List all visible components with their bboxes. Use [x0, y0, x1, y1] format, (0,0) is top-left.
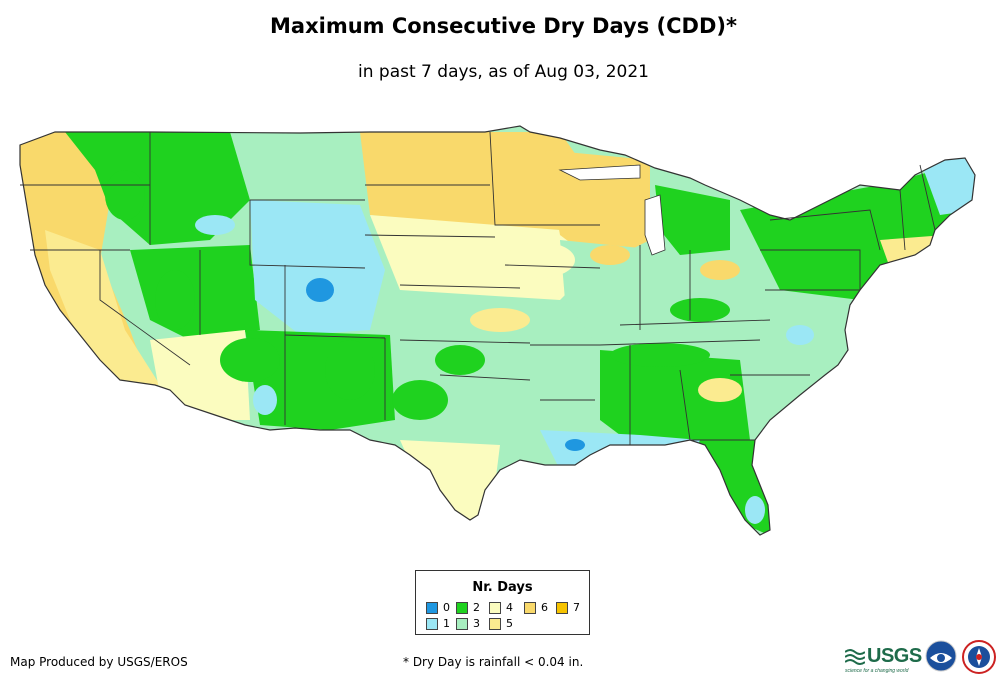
legend-swatch — [524, 601, 536, 614]
legend-item-6: 6 — [524, 601, 548, 614]
region-great-lakes-michigan — [655, 185, 730, 255]
patch-kentucky-2day — [670, 298, 730, 322]
footnote-text: * Dry Day is rainfall < 0.04 in. — [403, 655, 584, 669]
map-subtitle: in past 7 days, as of Aug 03, 2021 — [358, 62, 649, 82]
border-ky-tn — [619, 319, 771, 326]
region-northeast — [740, 160, 975, 300]
region-florida — [700, 440, 780, 535]
lake-superior — [558, 164, 641, 181]
credit-text: Map Produced by USGS/EROS — [10, 655, 188, 669]
border-wy-co — [249, 200, 366, 269]
border-pa — [760, 249, 861, 291]
precip-patches — [105, 170, 814, 524]
region-southeast — [600, 350, 750, 450]
patch-ohio-6day — [700, 260, 740, 280]
lake-michigan — [644, 194, 666, 256]
border-vt-nh — [899, 189, 906, 251]
legend-label: 0 — [443, 601, 450, 614]
legend-item-1: 1 — [426, 617, 450, 630]
legend-item-4: 4 — [489, 601, 513, 614]
nws-logo-icon — [962, 640, 996, 674]
region-mid-atlantic — [760, 290, 850, 350]
patch-newmexico-2day — [325, 340, 375, 400]
patch-idaho-1day — [195, 215, 235, 235]
legend-swatch — [456, 617, 468, 630]
patch-virginia-1day — [786, 325, 814, 345]
patch-florida-1day — [745, 496, 765, 524]
legend-swatch — [489, 617, 501, 630]
legend-label: 2 — [473, 601, 480, 614]
region-colorado-rockies — [250, 200, 385, 335]
legend-swatch — [556, 601, 568, 614]
border-ny — [769, 209, 881, 251]
patch-iowa-4day — [505, 242, 575, 278]
patch-georgia-5day — [698, 378, 742, 402]
border-sd-ne — [364, 234, 496, 238]
region-south-texas — [400, 440, 500, 525]
patch-arizona-1day — [253, 385, 277, 415]
legend-label: 6 — [541, 601, 548, 614]
state-borders — [20, 131, 936, 445]
noaa-logo-icon — [925, 640, 957, 672]
legend-swatch — [456, 601, 468, 614]
legend-label: 4 — [506, 601, 513, 614]
border-nv-ca — [99, 250, 191, 366]
legend-item-0: 0 — [426, 601, 450, 614]
patch-tennessee-2day — [610, 343, 710, 367]
great-lakes — [558, 164, 666, 256]
legend-swatch — [489, 601, 501, 614]
map-legend: Nr. Days 0 1 2 3 4 5 6 7 — [415, 570, 590, 635]
map-title: Maximum Consecutive Dry Days (CDD)* — [270, 14, 737, 38]
patch-louisiana-0day — [565, 439, 585, 451]
border-tn — [599, 339, 761, 346]
usgs-tagline: science for a changing world — [845, 668, 909, 674]
patch-illinois-6day — [590, 245, 630, 265]
border-co-nm — [284, 334, 386, 339]
border-mn-wi — [489, 131, 600, 226]
cdd-fill-layer — [20, 130, 975, 535]
region-california-central — [45, 230, 160, 385]
border-ne-ks — [399, 284, 521, 289]
legend-label: 1 — [443, 617, 450, 630]
region-maine — [920, 155, 975, 215]
border-ks-ok — [399, 339, 531, 344]
legend-swatch — [426, 617, 438, 630]
border-al-ga — [679, 369, 691, 441]
usgs-logo: USGS — [845, 643, 922, 669]
border-me — [919, 164, 936, 231]
region-southern-new-england — [880, 235, 945, 268]
legend-label: 3 — [473, 617, 480, 630]
legend-item-5: 5 — [489, 617, 513, 630]
patch-kansas-2day — [435, 345, 485, 375]
legend-item-2: 2 — [456, 601, 480, 614]
legend-label: 5 — [506, 617, 513, 630]
patch-texas-2day — [392, 380, 448, 420]
legend-label: 7 — [573, 601, 580, 614]
usgs-text: USGS — [867, 644, 922, 667]
patch-colorado-0day — [306, 278, 334, 302]
legend-item-7: 7 — [556, 601, 580, 614]
usgs-wave-icon — [845, 649, 865, 665]
legend-item-3: 3 — [456, 617, 480, 630]
region-northern-plains — [360, 132, 590, 230]
patch-missouri-5day — [470, 308, 530, 332]
patch-oregon-2day — [105, 170, 145, 220]
legend-swatch — [426, 601, 438, 614]
legend-title: Nr. Days — [472, 580, 533, 595]
patch-nevada-2day — [155, 270, 195, 330]
patch-colorado-1day — [272, 232, 328, 268]
border-ia-mo — [504, 264, 601, 269]
patch-arizona-2day — [220, 338, 280, 382]
border-ok-tx — [439, 374, 531, 381]
